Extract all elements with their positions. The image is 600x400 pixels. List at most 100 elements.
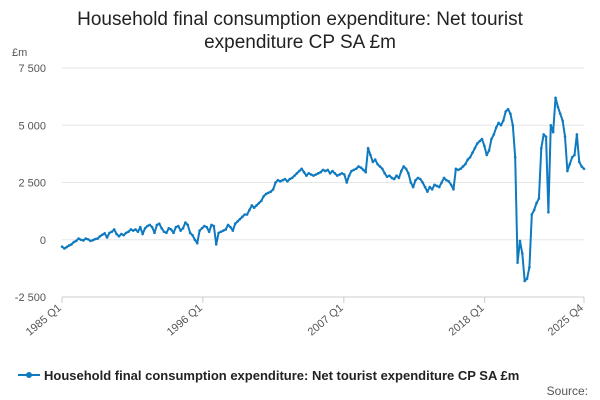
data-point[interactable]: [492, 133, 496, 136]
data-point[interactable]: [224, 228, 228, 231]
data-point[interactable]: [262, 194, 265, 198]
data-point[interactable]: [248, 208, 251, 212]
data-point[interactable]: [305, 174, 308, 177]
data-point[interactable]: [179, 229, 182, 232]
data-point[interactable]: [392, 177, 396, 181]
data-point[interactable]: [167, 227, 171, 230]
data-point[interactable]: [364, 170, 368, 174]
data-point[interactable]: [537, 197, 541, 200]
legend[interactable]: Household final consumption expenditure:…: [18, 366, 588, 384]
data-point[interactable]: [359, 166, 363, 169]
data-point[interactable]: [134, 228, 137, 231]
data-point[interactable]: [331, 169, 334, 173]
data-point[interactable]: [127, 230, 130, 234]
data-point[interactable]: [203, 224, 206, 228]
data-point[interactable]: [86, 237, 90, 241]
data-point[interactable]: [271, 188, 275, 191]
data-point[interactable]: [269, 190, 273, 193]
data-point[interactable]: [480, 137, 484, 141]
data-point[interactable]: [65, 245, 69, 249]
data-point[interactable]: [297, 169, 301, 173]
data-point[interactable]: [243, 213, 246, 216]
data-point[interactable]: [260, 199, 263, 203]
data-point[interactable]: [89, 239, 92, 243]
data-point[interactable]: [139, 225, 142, 229]
data-point[interactable]: [236, 220, 239, 223]
data-point[interactable]: [319, 170, 322, 174]
data-point[interactable]: [276, 178, 280, 182]
data-point[interactable]: [580, 165, 583, 168]
data-point[interactable]: [250, 204, 254, 207]
data-point[interactable]: [516, 261, 519, 264]
data-point[interactable]: [169, 228, 173, 231]
data-point[interactable]: [473, 146, 477, 150]
data-point[interactable]: [229, 225, 232, 229]
data-point[interactable]: [554, 96, 557, 100]
data-point[interactable]: [117, 235, 121, 238]
data-point[interactable]: [60, 245, 64, 248]
data-point[interactable]: [286, 180, 289, 183]
data-point[interactable]: [456, 168, 460, 172]
data-point[interactable]: [103, 232, 107, 235]
data-point[interactable]: [345, 181, 349, 184]
data-point[interactable]: [91, 238, 95, 242]
data-point[interactable]: [186, 223, 190, 227]
data-point[interactable]: [445, 178, 448, 182]
data-point[interactable]: [428, 185, 432, 189]
data-point[interactable]: [528, 265, 531, 269]
data-point[interactable]: [96, 237, 99, 240]
data-point[interactable]: [245, 213, 249, 216]
data-point[interactable]: [511, 123, 515, 127]
data-point[interactable]: [352, 168, 356, 172]
data-point[interactable]: [504, 110, 508, 113]
data-point[interactable]: [497, 121, 500, 125]
data-point[interactable]: [437, 185, 441, 189]
data-point[interactable]: [485, 153, 489, 157]
data-point[interactable]: [362, 168, 365, 172]
data-point[interactable]: [74, 239, 78, 243]
data-point[interactable]: [395, 174, 398, 177]
data-point[interactable]: [328, 172, 332, 175]
data-point[interactable]: [146, 224, 149, 228]
data-point[interactable]: [478, 139, 481, 143]
data-point[interactable]: [523, 279, 526, 283]
data-point[interactable]: [350, 169, 353, 173]
data-point[interactable]: [369, 153, 372, 157]
data-point[interactable]: [150, 225, 154, 229]
data-point[interactable]: [129, 228, 133, 231]
data-point[interactable]: [582, 167, 586, 171]
data-point[interactable]: [93, 237, 97, 241]
data-point[interactable]: [549, 123, 553, 127]
data-point[interactable]: [471, 151, 474, 155]
data-point[interactable]: [184, 221, 187, 224]
data-point[interactable]: [105, 236, 109, 239]
data-point[interactable]: [252, 206, 256, 209]
data-point[interactable]: [295, 172, 299, 175]
data-point[interactable]: [191, 233, 194, 237]
data-point[interactable]: [347, 174, 351, 177]
data-point[interactable]: [198, 229, 201, 232]
data-point[interactable]: [532, 208, 536, 212]
data-point[interactable]: [290, 176, 294, 180]
data-point[interactable]: [238, 217, 242, 221]
data-point[interactable]: [70, 243, 73, 246]
data-point[interactable]: [314, 173, 318, 176]
data-point[interactable]: [157, 222, 161, 226]
data-point[interactable]: [274, 181, 277, 184]
data-point[interactable]: [468, 156, 472, 159]
data-point[interactable]: [101, 233, 104, 237]
data-point[interactable]: [506, 107, 510, 111]
data-point[interactable]: [426, 190, 429, 193]
data-point[interactable]: [255, 204, 258, 207]
data-point[interactable]: [257, 201, 261, 205]
data-point[interactable]: [136, 230, 140, 234]
data-point[interactable]: [449, 183, 453, 187]
data-point[interactable]: [288, 177, 292, 181]
data-point[interactable]: [475, 142, 479, 145]
data-point[interactable]: [338, 173, 341, 176]
data-point[interactable]: [148, 223, 152, 227]
data-point[interactable]: [400, 169, 403, 173]
data-point[interactable]: [407, 172, 410, 175]
data-point[interactable]: [162, 230, 166, 234]
data-point[interactable]: [494, 126, 498, 129]
